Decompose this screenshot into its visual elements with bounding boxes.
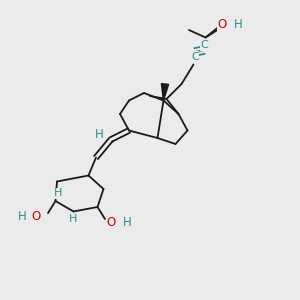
Text: H: H — [122, 215, 131, 229]
Text: H: H — [69, 214, 78, 224]
Polygon shape — [161, 84, 169, 100]
Text: C: C — [191, 52, 199, 62]
Text: C: C — [200, 40, 208, 50]
Text: O: O — [218, 18, 226, 32]
Text: O: O — [106, 215, 116, 229]
Text: H: H — [54, 188, 63, 199]
Text: H: H — [95, 128, 104, 141]
Text: H: H — [233, 18, 242, 32]
Text: H: H — [18, 209, 27, 223]
Text: O: O — [32, 209, 40, 223]
